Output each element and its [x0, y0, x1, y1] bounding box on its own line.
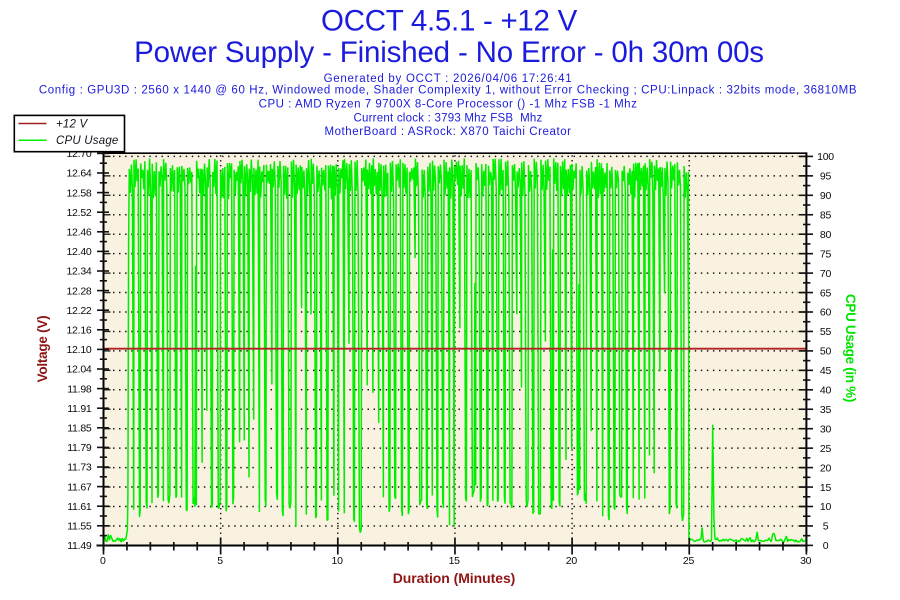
svg-text:12.28: 12.28	[66, 285, 91, 297]
svg-text:CPU Usage (in %): CPU Usage (in %)	[843, 294, 858, 402]
svg-text:12.16: 12.16	[66, 325, 91, 337]
svg-text:CPU Usage: CPU Usage	[56, 135, 119, 147]
svg-text:80: 80	[820, 229, 832, 241]
svg-text:11.73: 11.73	[67, 462, 92, 474]
svg-text:11.55: 11.55	[67, 521, 92, 533]
svg-text:25: 25	[820, 443, 832, 455]
svg-text:70: 70	[820, 268, 832, 280]
svg-text:Current clock : 3793 Mhz FSB: Current clock : 3793 Mhz FSB Mhz	[353, 112, 542, 124]
svg-text:45: 45	[820, 365, 832, 377]
svg-text:11.61: 11.61	[67, 501, 92, 513]
svg-text:11.49: 11.49	[67, 540, 92, 552]
svg-text:12.40: 12.40	[66, 246, 91, 258]
svg-text:20: 20	[820, 462, 832, 474]
svg-text:12.04: 12.04	[66, 364, 91, 376]
svg-text:12.22: 12.22	[66, 305, 91, 317]
svg-text:100: 100	[817, 151, 834, 163]
svg-text:5: 5	[823, 521, 829, 533]
svg-text:0: 0	[823, 540, 829, 552]
svg-text:12.64: 12.64	[66, 168, 91, 180]
svg-text:10: 10	[820, 501, 832, 513]
svg-text:65: 65	[820, 287, 832, 299]
svg-text:85: 85	[820, 209, 832, 221]
svg-text:5: 5	[217, 555, 223, 567]
svg-text:15: 15	[449, 555, 461, 567]
svg-text:50: 50	[820, 346, 832, 358]
svg-text:Duration (Minutes): Duration (Minutes)	[393, 570, 516, 586]
svg-text:55: 55	[820, 326, 832, 338]
svg-text:12.10: 12.10	[66, 344, 91, 356]
svg-text:12.52: 12.52	[66, 207, 91, 219]
svg-text:Power Supply - Finished - No E: Power Supply - Finished - No Error - 0h …	[134, 36, 764, 69]
svg-text:12.34: 12.34	[66, 266, 91, 278]
svg-text:90: 90	[820, 190, 832, 202]
svg-text:12.58: 12.58	[66, 187, 91, 199]
svg-text:15: 15	[820, 482, 832, 494]
svg-text:+12 V: +12 V	[56, 119, 89, 131]
svg-text:95: 95	[820, 171, 832, 183]
svg-text:12.46: 12.46	[66, 227, 91, 239]
svg-text:75: 75	[820, 248, 832, 260]
svg-text:CPU : AMD Ryzen 7 9700X 8-Core: CPU : AMD Ryzen 7 9700X 8-Core Processor…	[259, 99, 638, 111]
svg-text:25: 25	[683, 555, 695, 567]
svg-text:11.67: 11.67	[67, 481, 92, 493]
svg-text:OCCT 4.5.1 - +12 V: OCCT 4.5.1 - +12 V	[321, 5, 578, 38]
svg-text:MotherBoard : ASRock: X870 Tai: MotherBoard : ASRock: X870 Taichi Creato…	[324, 126, 571, 138]
svg-text:40: 40	[820, 385, 832, 397]
svg-text:60: 60	[820, 307, 832, 319]
svg-text:30: 30	[820, 423, 832, 435]
svg-text:30: 30	[800, 555, 812, 567]
svg-text:Generated by OCCT : 2026/04/06: Generated by OCCT : 2026/04/06 17:26:41	[324, 73, 573, 85]
svg-text:11.85: 11.85	[67, 423, 92, 435]
svg-text:0: 0	[100, 555, 106, 567]
svg-text:11.79: 11.79	[67, 442, 92, 454]
svg-text:35: 35	[820, 404, 832, 416]
svg-text:Config : GPU3D : 2560 x 1440 @: Config : GPU3D : 2560 x 1440 @ 60 Hz, Wi…	[39, 85, 857, 97]
svg-text:11.91: 11.91	[67, 403, 92, 415]
svg-text:Voltage (V): Voltage (V)	[35, 316, 50, 383]
svg-text:11.98: 11.98	[67, 383, 92, 395]
svg-text:10: 10	[332, 555, 344, 567]
svg-text:20: 20	[566, 555, 578, 567]
